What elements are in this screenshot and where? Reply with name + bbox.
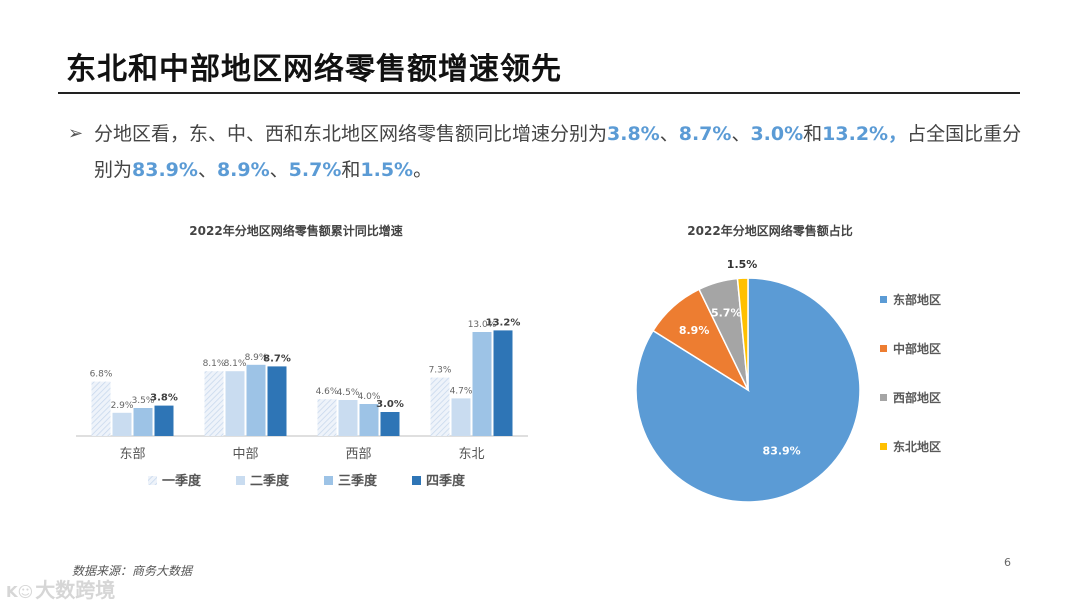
highlighted-value: 83.9% [132, 159, 198, 181]
highlighted-value: 3.8% [607, 123, 660, 145]
bar [267, 366, 287, 436]
legend-label: 一季度 [162, 473, 202, 489]
category-label: 东部 [119, 447, 145, 462]
bar [380, 412, 400, 436]
legend-swatch [880, 296, 887, 303]
watermark-logo-icon: K☺ [6, 583, 34, 601]
legend-swatch [412, 476, 421, 485]
watermark: K☺ 大数跨境 [6, 574, 115, 603]
data-label: 6.8% [90, 370, 113, 380]
data-label: 2.9% [111, 401, 134, 411]
pie-slice [736, 277, 749, 391]
legend-label: 四季度 [426, 473, 466, 489]
bar [204, 371, 224, 436]
bar [493, 330, 513, 436]
bar [154, 405, 174, 436]
summary-text: 分地区看，东、中、西和东北地区网络零售额同比增速分别为3.8%、8.7%、3.0… [94, 116, 1028, 188]
slice-label: 1.5% [727, 258, 758, 271]
legend-swatch [880, 443, 887, 450]
bullet-text-run: 、 [659, 123, 679, 145]
summary-bullet: ➢ 分地区看，东、中、西和东北地区网络零售额同比增速分别为3.8%、8.7%、3… [68, 116, 1028, 188]
bar [112, 412, 132, 436]
bar [472, 332, 492, 436]
bar [359, 404, 379, 436]
data-label: 8.1% [224, 359, 247, 369]
data-label: 4.0% [358, 392, 381, 402]
bar [91, 381, 111, 436]
data-label: 4.5% [337, 388, 360, 398]
bullet-text-run: 和 [803, 123, 823, 145]
legend-swatch [148, 476, 157, 485]
watermark-text: 大数跨境 [35, 578, 116, 602]
legend-label: 中部地区 [893, 341, 941, 356]
bullet-text-run: 。 [413, 159, 433, 181]
page-number: 6 [1004, 556, 1011, 569]
bullet-text-run: 和 [341, 159, 361, 181]
data-label: 8.9% [245, 353, 268, 363]
data-label: 8.1% [203, 359, 226, 369]
legend-swatch [236, 476, 245, 485]
data-label: 7.3% [429, 366, 452, 376]
bullet-text-run: 分地区看，东、中、西和东北地区网络零售额同比增速分别为 [94, 123, 608, 145]
bar [338, 400, 358, 436]
data-label: 3.5% [132, 396, 155, 406]
bar [430, 377, 450, 436]
bar [451, 398, 471, 436]
category-label: 东北 [458, 447, 484, 462]
bar [225, 371, 245, 436]
bullet-text-run: 占全国比重分别为 [94, 123, 1022, 181]
data-label: 4.6% [316, 387, 339, 397]
category-label: 中部 [232, 447, 258, 462]
highlighted-value: 8.7% [678, 123, 732, 145]
pie-chart-title: 2022年分地区网络零售额占比 [687, 224, 853, 238]
legend-label: 二季度 [250, 473, 290, 489]
bullet-text-run: 、 [731, 123, 751, 145]
bar [133, 408, 153, 436]
category-label: 西部 [345, 447, 371, 462]
data-label: 4.7% [450, 386, 473, 396]
data-label: 3.0% [376, 399, 404, 410]
bullet-text-run: 、 [269, 159, 289, 181]
bar-chart: 6.8%2.9%3.5%3.8%东部8.1%8.1%8.9%8.7%中部4.6%… [76, 317, 528, 489]
legend-swatch [324, 476, 333, 485]
legend-label: 东北地区 [893, 439, 941, 454]
data-label: 13.2% [486, 317, 521, 328]
title-divider [58, 92, 1020, 94]
legend-label: 东部地区 [893, 292, 941, 307]
bullet-arrow-icon: ➢ [68, 123, 84, 144]
slice-label: 8.9% [679, 324, 710, 337]
bar [246, 364, 266, 436]
data-label: 8.7% [263, 353, 291, 364]
legend-swatch [880, 394, 887, 401]
legend-label: 西部地区 [893, 390, 941, 405]
legend-label: 三季度 [338, 473, 378, 489]
highlighted-value: 13.2%， [822, 123, 908, 145]
legend-swatch [880, 345, 887, 352]
highlighted-value: 1.5% [360, 159, 414, 181]
highlighted-value: 3.0% [750, 123, 804, 145]
highlighted-value: 5.7% [288, 159, 342, 181]
bullet-text-run: 、 [197, 159, 217, 181]
slice-label: 83.9% [763, 445, 801, 458]
slide-title: 东北和中部地区网络零售额增速领先 [66, 52, 562, 87]
data-label: 3.8% [150, 393, 178, 404]
bar [317, 399, 337, 436]
bar-chart-title: 2022年分地区网络零售额累计同比增速 [189, 224, 403, 238]
slice-label: 5.7% [711, 306, 742, 319]
data-label: 13.0% [468, 320, 497, 330]
data-source: 数据来源：商务大数据 [72, 564, 193, 578]
highlighted-value: 8.9% [216, 159, 270, 181]
